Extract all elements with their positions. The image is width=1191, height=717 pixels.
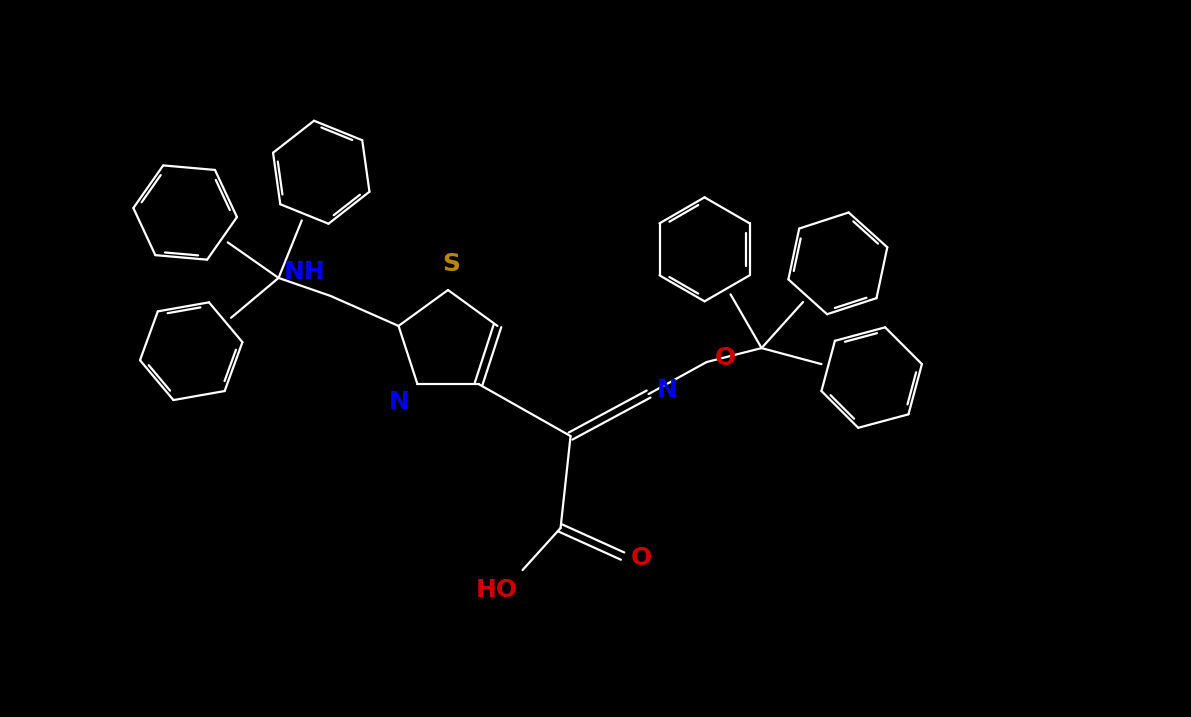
- Text: HO: HO: [475, 578, 518, 602]
- Text: N: N: [388, 390, 410, 414]
- Text: O: O: [630, 546, 651, 570]
- Text: NH: NH: [283, 260, 325, 284]
- Text: O: O: [715, 346, 736, 370]
- Text: N: N: [656, 378, 678, 402]
- Text: S: S: [442, 252, 460, 276]
